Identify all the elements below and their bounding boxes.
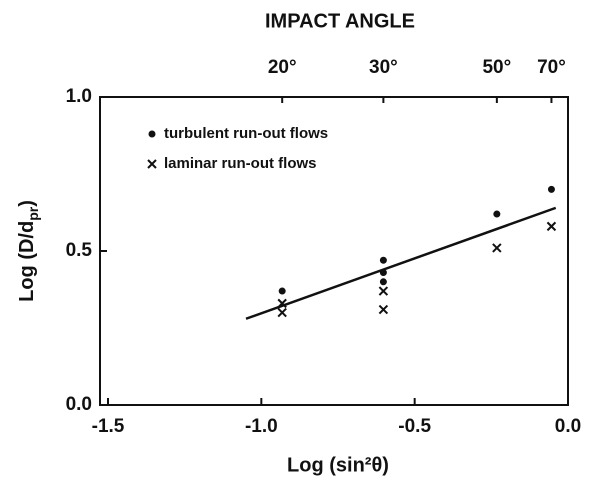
y-tick-label: 0.0 bbox=[66, 394, 92, 415]
data-point bbox=[378, 286, 389, 296]
data-point bbox=[493, 210, 501, 218]
data-point bbox=[277, 298, 287, 309]
legend-label: turbulent run-out flows bbox=[164, 125, 328, 142]
y-label-end: ) bbox=[16, 200, 38, 207]
data-point bbox=[547, 185, 555, 193]
plot-frame bbox=[99, 96, 569, 406]
x-tick-label: 0.0 bbox=[555, 416, 581, 437]
data-point bbox=[379, 269, 387, 277]
data-point bbox=[379, 278, 387, 286]
top-title: IMPACT ANGLE bbox=[265, 10, 415, 32]
legend-marker bbox=[148, 130, 156, 138]
y-axis-label: Log (D/dpr) bbox=[16, 200, 40, 302]
x-axis-label: Log (sin²θ) bbox=[287, 454, 389, 476]
x-tick-label: -1.5 bbox=[92, 416, 125, 437]
x2-tick-label: 20° bbox=[268, 57, 297, 78]
data-point bbox=[379, 256, 387, 264]
data-point bbox=[277, 307, 287, 318]
y-tick-label: 0.5 bbox=[66, 240, 93, 261]
data-point bbox=[492, 243, 502, 253]
y-tick-label: 1.0 bbox=[66, 86, 92, 107]
data-point bbox=[278, 287, 286, 295]
fit-line bbox=[245, 206, 557, 320]
y-label-sub: pr bbox=[25, 206, 41, 221]
data-point bbox=[546, 221, 557, 232]
y-label-main: Log (D/d bbox=[16, 221, 38, 302]
x2-tick-label: 30° bbox=[369, 57, 398, 78]
x-tick-label: -0.5 bbox=[398, 416, 431, 437]
x2-tick-label: 70° bbox=[537, 57, 566, 78]
x-tick-label: -1.0 bbox=[245, 416, 278, 437]
x2-tick-label: 50° bbox=[482, 57, 511, 78]
legend-label: laminar run-out flows bbox=[164, 155, 317, 172]
data-point bbox=[378, 304, 389, 315]
legend-marker bbox=[147, 159, 157, 169]
